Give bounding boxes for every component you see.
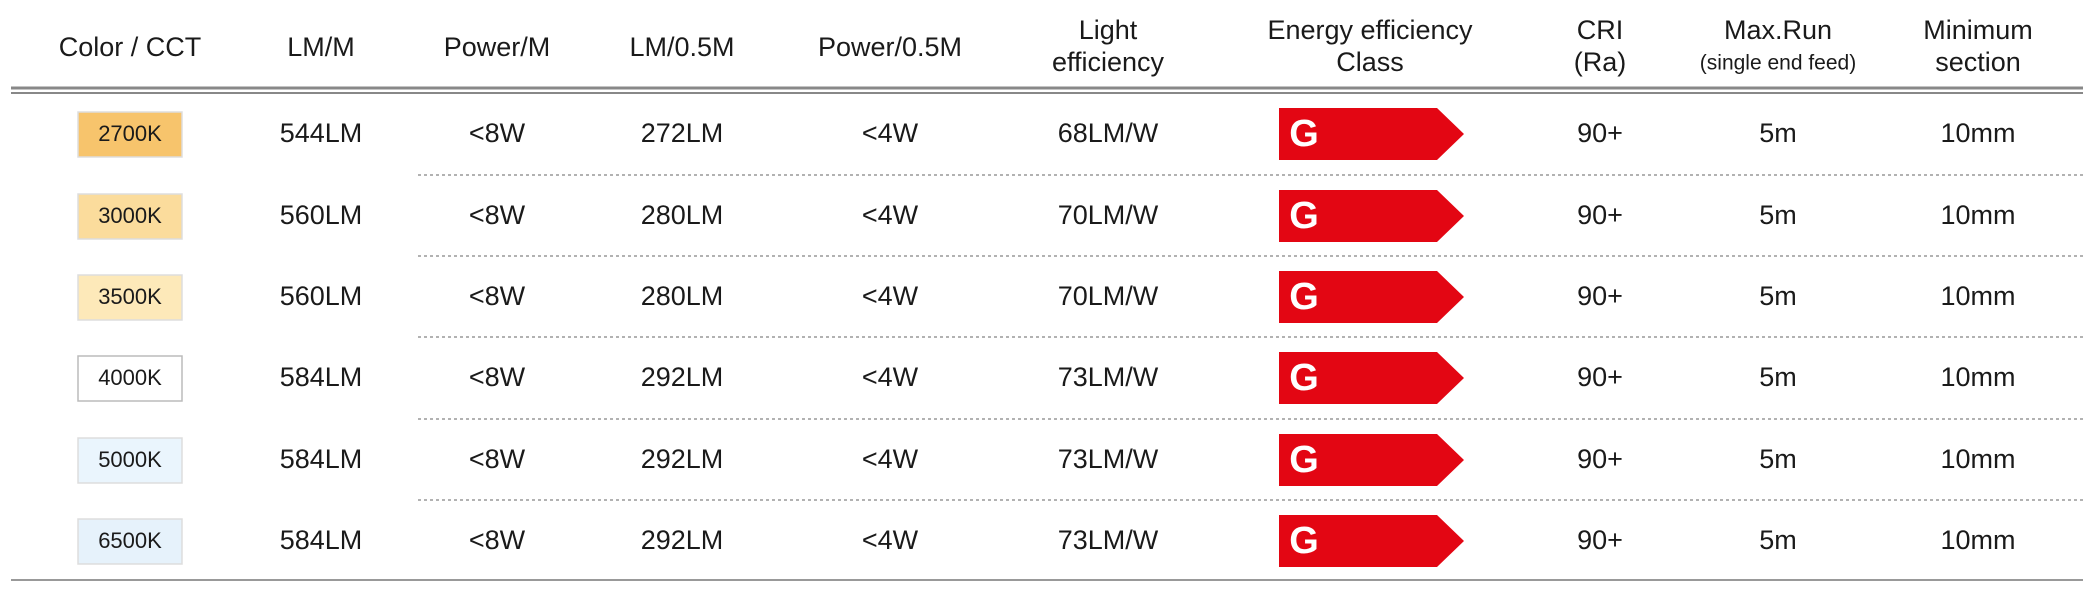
cct-swatch [77,193,183,240]
cell: 90+ [1577,525,1623,555]
cell: 292LM [641,362,724,392]
header-cell: Color / CCT [59,32,202,62]
cell: <8W [469,362,526,392]
energy-class-badge [1279,190,1464,242]
cct-swatch [77,437,183,484]
header-cell: Power/0.5M [818,32,962,62]
cell: <4W [862,281,919,311]
cell: 90+ [1577,362,1623,392]
cell: 90+ [1577,281,1623,311]
cell: 68LM/W [1058,118,1159,148]
header-cell: (single end feed) [1700,52,1856,75]
cell: 292LM [641,525,724,555]
cell: 560LM [280,281,363,311]
energy-class-badge [1279,108,1464,160]
header-cell: Max.Run [1724,15,1832,45]
cct-label: 6500K [98,528,162,553]
energy-class-badge [1279,515,1464,567]
energy-class: G [1289,439,1319,481]
energy-class: G [1289,113,1319,155]
header-cell: LM/0.5M [629,32,734,62]
energy-class-badge [1279,271,1464,323]
cell: <4W [862,200,919,230]
cell: <4W [862,362,919,392]
cct-label: 3000K [98,203,162,228]
cell: 5m [1759,362,1797,392]
cell: 272LM [641,118,724,148]
energy-class: G [1289,276,1319,318]
header-cell: efficiency [1052,47,1165,77]
cell: 292LM [641,444,724,474]
cell: 70LM/W [1058,281,1159,311]
cell: <4W [862,525,919,555]
cell: 73LM/W [1058,444,1159,474]
cell: 560LM [280,200,363,230]
cell: 584LM [280,362,363,392]
cell: 90+ [1577,200,1623,230]
energy-class: G [1289,520,1319,562]
cell: <8W [469,525,526,555]
header-cell: Light [1079,15,1138,45]
cct-label: 3500K [98,284,162,309]
cell: 5m [1759,525,1797,555]
cell: 10mm [1940,281,2015,311]
energy-class: G [1289,195,1319,237]
cell: 70LM/W [1058,200,1159,230]
cell: 90+ [1577,444,1623,474]
cct-swatch [77,518,183,565]
cct-label: 2700K [98,121,162,146]
cct-label: 4000K [98,365,162,390]
cell: 90+ [1577,118,1623,148]
cell: <4W [862,444,919,474]
header-cell: LM/M [287,32,355,62]
header-cell: Power/M [444,32,551,62]
header-cell: Class [1336,47,1404,77]
cell: 5m [1759,444,1797,474]
cct-swatch [77,355,183,402]
header-cell: CRI [1577,15,1624,45]
cell: 280LM [641,281,724,311]
cct-swatch [77,111,183,158]
cell: <4W [862,118,919,148]
cell: 10mm [1940,200,2015,230]
cell: <8W [469,444,526,474]
header-cell: Minimum [1923,15,2033,45]
energy-class-badge [1279,434,1464,486]
cell: 10mm [1940,444,2015,474]
cell: 5m [1759,200,1797,230]
cell: <8W [469,281,526,311]
cell: 10mm [1940,362,2015,392]
cell: 73LM/W [1058,525,1159,555]
cell: 10mm [1940,118,2015,148]
cell: 584LM [280,525,363,555]
cell: 544LM [280,118,363,148]
cell: 584LM [280,444,363,474]
header-cell: Energy efficiency [1267,15,1473,45]
cell: 73LM/W [1058,362,1159,392]
cell: 5m [1759,118,1797,148]
energy-class-badge [1279,352,1464,404]
cell: <8W [469,200,526,230]
cell: 280LM [641,200,724,230]
cell: 5m [1759,281,1797,311]
cct-swatch [77,274,183,321]
energy-class: G [1289,357,1319,399]
cell: 10mm [1940,525,2015,555]
header-cell: section [1935,47,2021,77]
header-cell: (Ra) [1574,47,1627,77]
cct-label: 5000K [98,447,162,472]
cell: <8W [469,118,526,148]
